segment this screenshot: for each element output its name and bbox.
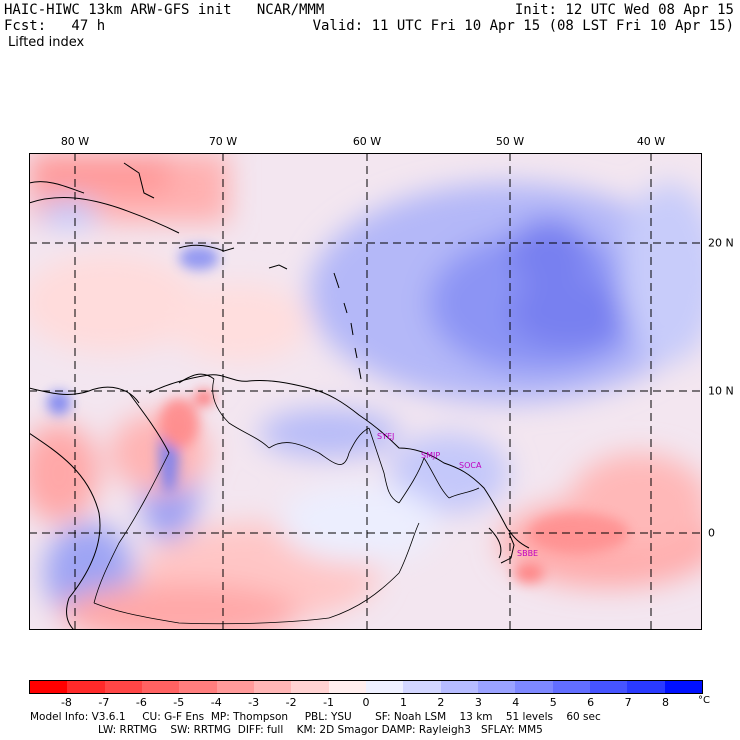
init-time: Init: 12 UTC Wed 08 Apr 15: [514, 2, 734, 18]
lon-label-80w: 80 W: [60, 135, 90, 148]
colorbar-swatch: [440, 681, 478, 693]
colorbar-swatch: [179, 681, 217, 693]
forecast-hour: Fcst: 47 h: [4, 18, 106, 34]
colorbar-tick-label: -2: [285, 696, 297, 709]
colorbar-swatch: [253, 681, 292, 693]
colorbar-swatch: [291, 681, 329, 693]
colorbar-tick-label: 8: [662, 696, 670, 709]
colorbar-swatch: [664, 681, 702, 693]
colorbar-unit: °C: [698, 695, 710, 706]
lat-label-10n: 10 N: [708, 384, 734, 398]
colorbar-tick-label: -8: [60, 696, 72, 709]
colorbar-tick-label: 6: [587, 696, 595, 709]
colorbar-tick-label: -7: [98, 696, 110, 709]
colorbar-tick-label: -1: [323, 696, 335, 709]
map-frame: [29, 153, 702, 630]
colorbar: [29, 680, 703, 694]
lon-label-40w: 40 W: [636, 135, 666, 148]
field-detail: [47, 246, 629, 583]
lat-lon-grid: [29, 153, 702, 630]
colorbar-swatch: [403, 681, 441, 693]
lat-label-20n: 20 N: [708, 236, 734, 250]
colorbar-tick-label: -3: [248, 696, 260, 709]
colorbar-tick-label: 2: [437, 696, 445, 709]
coastlines: [29, 162, 530, 630]
lon-label-50w: 50 W: [495, 135, 525, 148]
colorbar-tick-label: 4: [512, 696, 520, 709]
colorbar-swatch: [627, 681, 665, 693]
field-shading: [29, 153, 702, 630]
colorbar-swatch: [216, 681, 254, 693]
colorbar-tick-label: -4: [210, 696, 222, 709]
lon-label-70w: 70 W: [208, 135, 238, 148]
country-borders: [93, 378, 480, 625]
colorbar-swatch: [365, 681, 404, 693]
lat-label-0: 0: [708, 526, 715, 540]
colorbar-swatch: [477, 681, 516, 693]
colorbar-swatch: [30, 681, 68, 693]
station-sbbe: SBBE: [517, 549, 538, 558]
colorbar-swatch: [104, 681, 142, 693]
colorbar-swatch: [67, 681, 105, 693]
colorbar-tick-label: -6: [135, 696, 147, 709]
colorbar-swatch: [552, 681, 590, 693]
colorbar-tick-label: 7: [624, 696, 632, 709]
colorbar-swatch: [141, 681, 180, 693]
colorbar-tick-label: 1: [399, 696, 407, 709]
lifted-index-map: SYEJ SMJP SOCA SBBE: [29, 153, 702, 630]
valid-time: Valid: 11 UTC Fri 10 Apr 15 (08 LST Fri …: [312, 18, 734, 34]
colorbar-tick-label: 0: [362, 696, 370, 709]
station-labels: SYEJ SMJP SOCA SBBE: [377, 432, 538, 558]
colorbar-swatch: [328, 681, 366, 693]
colorbar-tick-label: -5: [173, 696, 185, 709]
colorbar-tick-label: 3: [474, 696, 482, 709]
model-info-line1: Model Info: V3.6.1 CU: G-F Ens MP: Thomp…: [30, 711, 601, 723]
colorbar-swatch: [515, 681, 553, 693]
field-name: Lifted index: [8, 35, 85, 50]
lon-label-60w: 60 W: [352, 135, 382, 148]
model-title: HAIC-HIWC 13km ARW-GFS init NCAR/MMM: [4, 2, 325, 18]
model-info-line2: LW: RRTMG SW: RRTMG DIFF: full KM: 2D Sm…: [98, 724, 543, 736]
station-syej: SYEJ: [377, 432, 394, 441]
station-smjp: SMJP: [421, 451, 440, 460]
colorbar-tick-label: 5: [549, 696, 557, 709]
colorbar-swatch: [589, 681, 628, 693]
station-soca: SOCA: [459, 461, 482, 470]
